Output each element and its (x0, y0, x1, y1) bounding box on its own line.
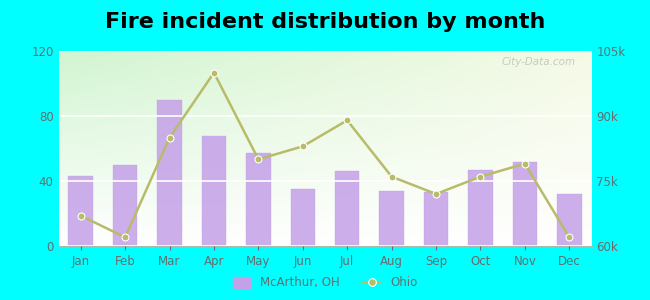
Bar (468, 169, 493, 246)
Legend: McArthur, OH, Ohio: McArthur, OH, Ohio (227, 272, 422, 294)
Bar (557, 194, 582, 246)
Bar (246, 153, 270, 246)
Bar (335, 171, 359, 246)
Bar (380, 191, 404, 246)
Bar (68, 176, 93, 246)
Bar (513, 161, 537, 246)
Bar (424, 192, 448, 246)
Text: City-Data.com: City-Data.com (501, 57, 575, 67)
Bar (157, 100, 182, 246)
Bar (202, 136, 226, 246)
Bar (113, 165, 137, 246)
Text: Fire incident distribution by month: Fire incident distribution by month (105, 12, 545, 32)
Bar (291, 189, 315, 246)
